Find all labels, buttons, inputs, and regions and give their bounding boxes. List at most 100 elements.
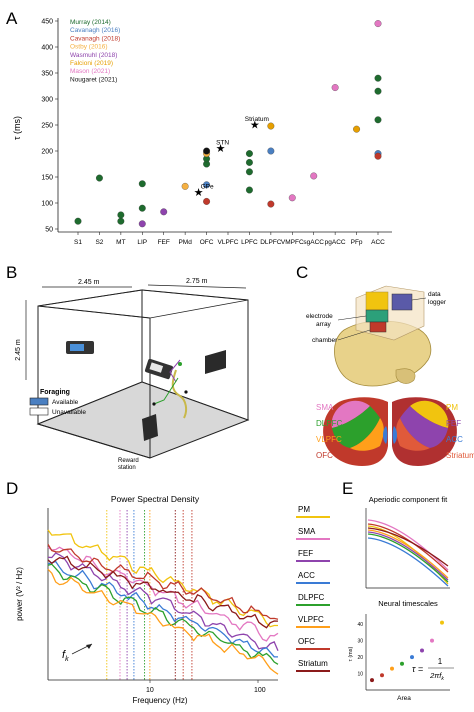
fk-annotation: fk [62, 649, 69, 663]
timescales-data-point [390, 666, 394, 671]
a-xtick-label: MT [116, 239, 125, 246]
a-data-point [374, 87, 382, 95]
psd-legend-label: VLPFC [298, 615, 324, 624]
psd-legend-label: DLPFC [298, 593, 324, 602]
legend-foraging-title: Foraging [40, 389, 70, 396]
a-data-point [353, 125, 361, 133]
station-body [205, 350, 226, 374]
equation-lhs: τ = [412, 664, 423, 674]
psd-series-line [47, 546, 279, 642]
chamber-base [369, 321, 387, 333]
data-logger-block [391, 293, 413, 311]
height-dimension-label: 2.45 m [15, 339, 22, 361]
a-xtick-label: VLPFC [218, 239, 239, 246]
psd-xtick-100: 100 [254, 687, 266, 694]
a-legend-entry: Nougaret (2021) [70, 76, 117, 83]
a-star-marker: ★ [194, 187, 204, 199]
reward-station-label-2: station [118, 465, 136, 471]
a-data-point [117, 211, 125, 219]
a-data-point [181, 182, 189, 190]
timescales-data-point [420, 648, 424, 653]
brain-left-dlpfc [332, 406, 380, 448]
equation-denominator: 2πfk [429, 671, 444, 682]
aperiodic-fit-line [367, 529, 449, 579]
aperiodic-fit-line [367, 527, 449, 567]
fk-annotation-f: f [62, 649, 66, 661]
a-star-label: GPe [201, 184, 214, 191]
a-data-point [374, 74, 382, 82]
panel-e: Aperiodic component fit Neural timescale… [348, 495, 454, 702]
a-data-point [245, 150, 253, 158]
a-ytick-label: 50 [45, 227, 53, 234]
psd-legend-label: Striatum [298, 659, 328, 668]
psd-legend-label: OFC [298, 637, 315, 646]
timescales-ytick-label: 40 [357, 622, 363, 628]
a-legend-entry: Mason (2021) [70, 68, 110, 75]
timescales-data-point [410, 655, 414, 660]
psd-xtick-10: 10 [146, 687, 154, 694]
electrode-label-2: array [316, 321, 332, 328]
a-data-point [374, 116, 382, 124]
a-xtick-label: S2 [95, 239, 103, 246]
c-region-label-right: Striatum [446, 451, 474, 460]
a-star-marker: ★ [216, 143, 226, 155]
station-screen [70, 344, 84, 351]
timescales-data-point [430, 638, 434, 643]
legend-unavailable-label: Unavailable [52, 409, 86, 416]
electrode-label-1: electrode [306, 313, 333, 320]
c-region-label-left: OFC [316, 451, 333, 460]
chamber-label: chamber [312, 337, 338, 344]
equation-numerator: 1 [438, 657, 443, 666]
aperiodic-fit-line [367, 533, 449, 583]
brain-right-striatum [396, 418, 430, 451]
c-region-label-left: SMA [316, 403, 334, 412]
psd-series-line [47, 563, 279, 665]
skull-jaw [395, 368, 416, 384]
a-xtick-label: DLPFC [260, 239, 282, 246]
a-legend-entry: Falcioni (2019) [70, 60, 113, 67]
a-data-point [374, 20, 382, 28]
a-ytick-label: 450 [41, 19, 53, 26]
brain-left-sma [331, 400, 370, 428]
a-legend-entry: Wasmuhl (2018) [70, 52, 117, 59]
fk-arrowhead [86, 644, 92, 649]
equation-denominator-main: 2πf [429, 671, 442, 680]
a-xtick-label: PFp [351, 239, 363, 246]
aperiodic-fit-line [367, 537, 449, 587]
a-star-marker: ★ [250, 120, 260, 132]
timescales-data-point [370, 678, 374, 683]
a-data-point [245, 158, 253, 166]
panel-d-letter: D [6, 479, 18, 498]
psd-series-line [47, 544, 279, 620]
a-legend-entry: Murray (2014) [70, 19, 111, 26]
panel-a-ylabel: τ (ms) [12, 116, 22, 140]
a-data-point [138, 180, 146, 188]
a-data-point [203, 147, 211, 155]
a-ytick-label: 350 [41, 71, 53, 78]
a-xtick-label: VMPFC [281, 239, 304, 246]
brain-left-hemisphere [323, 397, 388, 466]
a-star-label: STN [216, 139, 229, 146]
a-ytick-label: 250 [41, 123, 53, 130]
station-body [142, 414, 158, 441]
c-region-label-right: PM [446, 403, 458, 412]
a-data-point [331, 84, 339, 92]
aperiodic-title: Aperiodic component fit [369, 495, 448, 504]
a-data-point [245, 186, 253, 194]
a-data-point [203, 197, 211, 205]
psd-ylabel: power (V² / Hz) [15, 567, 24, 621]
psd-series-line [47, 560, 279, 658]
brain-left-vlpfc [350, 418, 384, 451]
psd-xlabel: Frequency (Hz) [132, 696, 187, 705]
trajectory-marker [178, 362, 182, 366]
timescales-title: Neural timescales [378, 599, 438, 608]
a-xtick-label: LIP [137, 239, 147, 246]
timescale-equation: τ = 1 2πfk [412, 657, 454, 682]
c-region-label-left: VLPFC [316, 435, 342, 444]
a-data-point [267, 200, 275, 208]
panel-c-implant: electrode array data logger chamber SMA D… [306, 285, 474, 466]
legend-available-label: Available [52, 399, 79, 406]
a-data-point [74, 217, 82, 225]
psd-series-line [47, 555, 279, 629]
a-legend-entry: Cavanagh (2016) [70, 27, 120, 34]
